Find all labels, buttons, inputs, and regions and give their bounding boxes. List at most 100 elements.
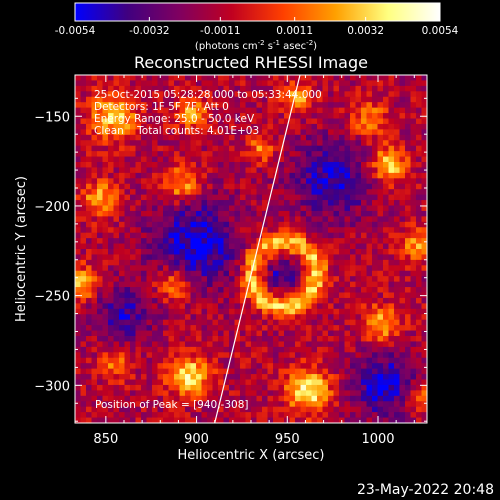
heatmap-cell <box>322 346 329 353</box>
heatmap-cell <box>179 325 186 331</box>
heatmap-cell <box>394 134 400 141</box>
heatmap-cell <box>152 325 158 331</box>
heatmap-cell <box>229 265 235 272</box>
heatmap-cell <box>295 254 301 261</box>
heatmap-cell <box>152 238 158 244</box>
heatmap-cell <box>256 172 263 179</box>
heatmap-cell <box>317 91 323 98</box>
heatmap-cell <box>130 183 136 190</box>
heatmap-cell <box>306 352 312 359</box>
heatmap-cell <box>295 151 301 157</box>
heatmap-cell <box>311 91 318 98</box>
heatmap-cell <box>366 346 373 353</box>
heatmap-cell <box>91 325 98 331</box>
heatmap-cell <box>284 368 290 375</box>
heatmap-cell <box>141 221 147 228</box>
heatmap-cell <box>113 221 120 228</box>
heatmap-cell <box>218 303 224 310</box>
heatmap-cell <box>383 216 389 223</box>
heatmap-cell <box>146 292 153 299</box>
heatmap-cell <box>130 249 136 255</box>
heatmap-cell <box>344 319 351 326</box>
heatmap-cell <box>75 303 81 310</box>
heatmap-cell <box>317 107 323 114</box>
heatmap-cell <box>212 102 219 109</box>
heatmap-cell <box>361 91 367 98</box>
heatmap-cell <box>179 346 186 353</box>
heatmap-cell <box>108 254 114 261</box>
heatmap-cell <box>80 151 87 157</box>
heatmap-cell <box>223 314 230 321</box>
heatmap-cell <box>234 292 241 299</box>
heatmap-cell <box>262 352 268 359</box>
heatmap-cell <box>267 368 274 375</box>
heatmap-cell <box>174 379 180 386</box>
heatmap-cell <box>372 417 378 423</box>
heatmap-cell <box>366 178 373 185</box>
heatmap-cell <box>141 352 147 359</box>
heatmap-cell <box>256 363 263 370</box>
heatmap-cell <box>80 276 87 283</box>
heatmap-cell <box>168 243 175 250</box>
heatmap-cell <box>174 178 180 185</box>
heatmap-cell <box>108 96 114 103</box>
heatmap-cell <box>108 75 114 81</box>
heatmap-cell <box>97 85 103 92</box>
heatmap-cell <box>394 216 400 223</box>
heatmap-cell <box>366 113 373 119</box>
heatmap-cell <box>75 151 81 157</box>
heatmap-cell <box>86 221 92 228</box>
heatmap-cell <box>300 276 307 283</box>
heatmap-cell <box>410 308 417 315</box>
heatmap-cell <box>344 368 351 375</box>
heatmap-cell <box>196 96 202 103</box>
heatmap-cell <box>146 319 153 326</box>
heatmap-cell <box>355 417 362 423</box>
heatmap-cell <box>218 249 224 255</box>
heatmap-cell <box>394 287 400 293</box>
heatmap-cell <box>179 276 186 283</box>
heatmap-cell <box>278 265 285 272</box>
heatmap-cell <box>152 194 158 201</box>
heatmap-cell <box>278 200 285 206</box>
heatmap-cell <box>245 183 252 190</box>
heatmap-cell <box>394 129 400 136</box>
heatmap-cell <box>196 270 202 277</box>
heatmap-cell <box>350 330 356 337</box>
heatmap-cell <box>399 330 406 337</box>
heatmap-cell <box>119 216 125 223</box>
heatmap-cell <box>80 243 87 250</box>
heatmap-cell <box>344 85 351 92</box>
heatmap-cell <box>229 123 235 130</box>
heatmap-cell <box>355 216 362 223</box>
heatmap-cell <box>333 325 340 331</box>
heatmap-cell <box>80 303 87 310</box>
heatmap-cell <box>262 123 268 130</box>
heatmap-cell <box>317 265 323 272</box>
heatmap-cell <box>113 265 120 272</box>
heatmap-cell <box>251 379 257 386</box>
heatmap-cell <box>108 243 114 250</box>
heatmap-cell <box>410 292 417 299</box>
heatmap-cell <box>311 357 318 364</box>
heatmap-cell <box>361 249 367 255</box>
heatmap-cell <box>355 254 362 261</box>
heatmap-cell <box>350 325 356 331</box>
heatmap-cell <box>405 287 411 293</box>
heatmap-cell <box>80 325 87 331</box>
heatmap-cell <box>322 384 329 391</box>
heatmap-cell <box>119 379 125 386</box>
heatmap-cell <box>229 346 235 353</box>
heatmap-cell <box>108 341 114 348</box>
heatmap-cell <box>344 145 351 152</box>
heatmap-cell <box>421 341 427 348</box>
heatmap-cell <box>388 194 395 201</box>
heatmap-cell <box>97 189 103 196</box>
heatmap-cell <box>108 265 114 272</box>
heatmap-cell <box>416 314 422 321</box>
heatmap-cell <box>141 75 147 81</box>
heatmap-cell <box>333 243 340 250</box>
heatmap-cell <box>218 265 224 272</box>
heatmap-cell <box>108 178 114 185</box>
